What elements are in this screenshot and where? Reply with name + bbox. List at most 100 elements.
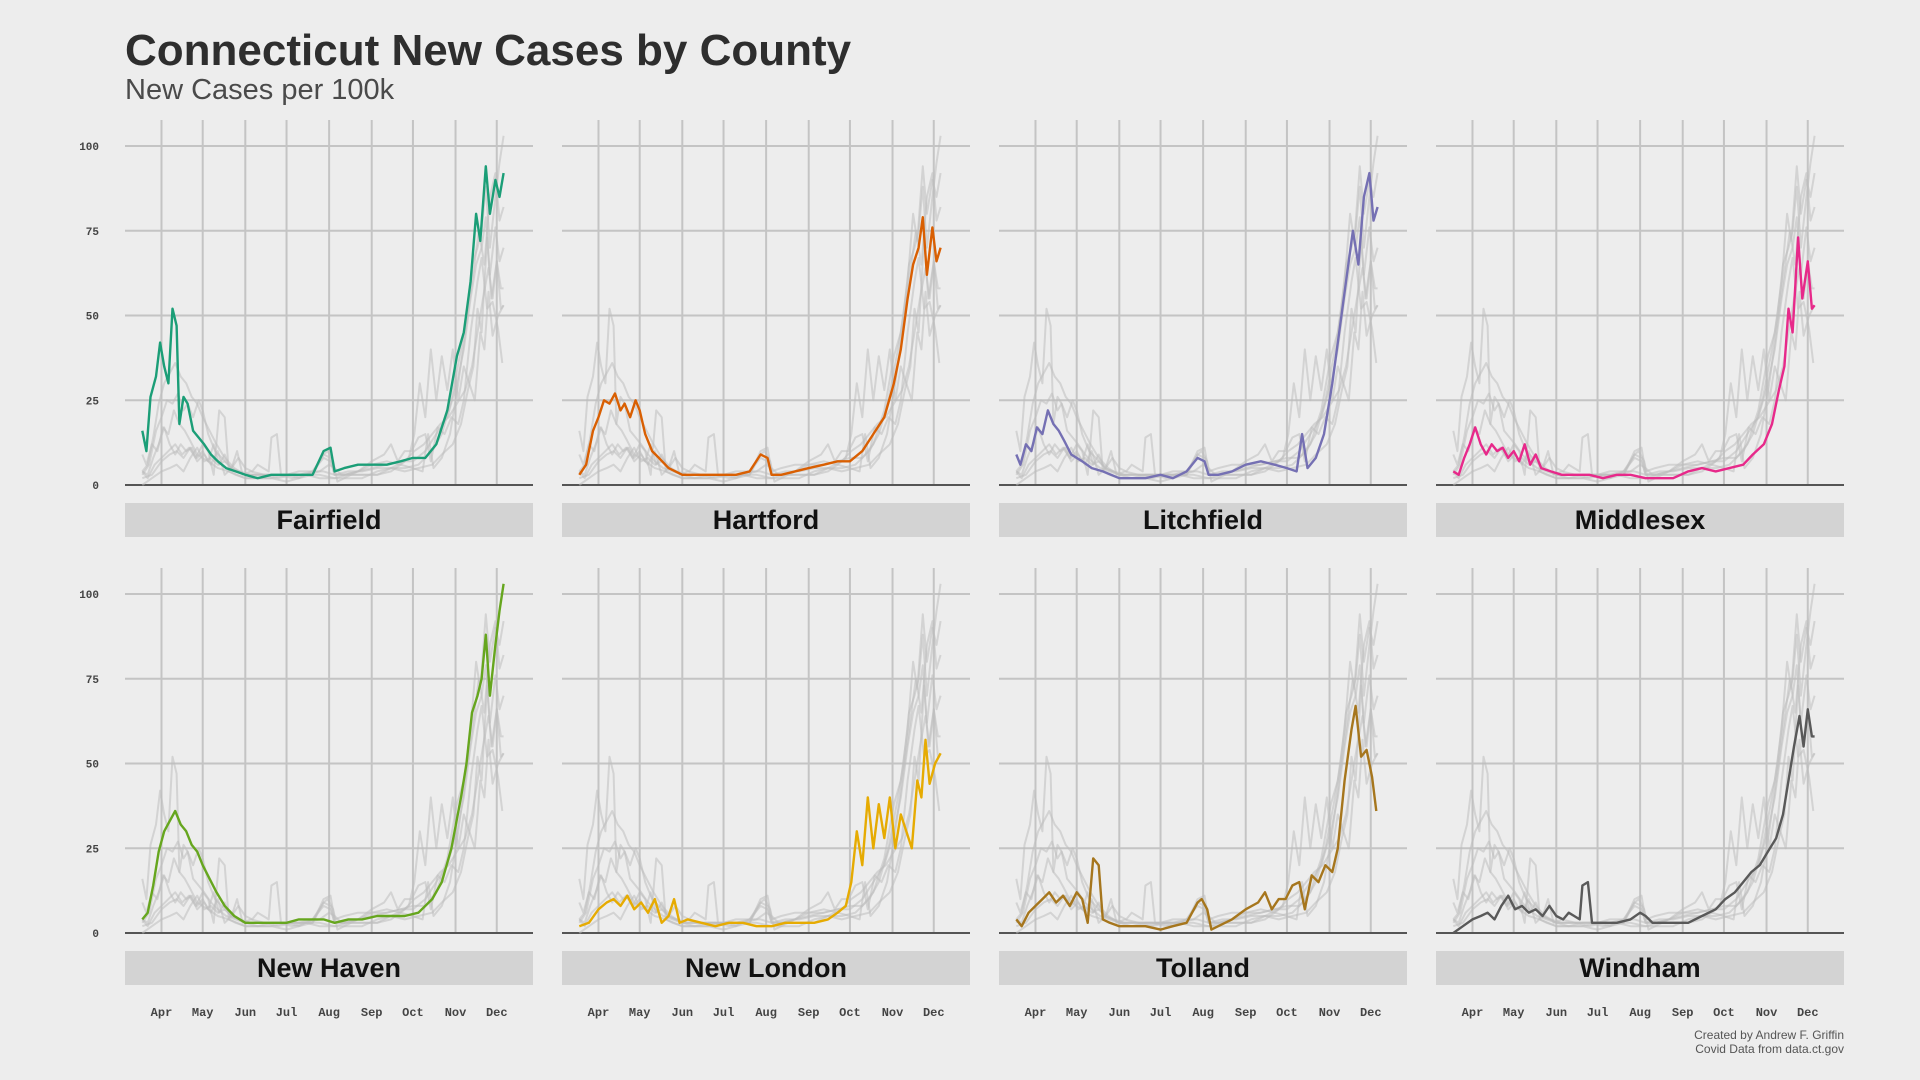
series-line-tolland bbox=[1015, 704, 1378, 931]
series-line-fairfield bbox=[141, 165, 505, 480]
facet-label: Fairfield bbox=[276, 505, 381, 535]
chart-subtitle: New Cases per 100k bbox=[125, 74, 395, 106]
y-tick-label: 50 bbox=[86, 760, 99, 772]
background-series-windham bbox=[578, 708, 941, 934]
background-series-new-haven bbox=[1452, 135, 1816, 476]
background-series-litchfield bbox=[141, 172, 505, 480]
caption-source: Covid Data from data.ct.gov bbox=[1695, 1042, 1844, 1056]
facet-strip bbox=[562, 503, 970, 537]
background-series-new-haven bbox=[578, 583, 942, 924]
background-series-fairfield bbox=[1452, 613, 1816, 928]
facet-label: Windham bbox=[1579, 953, 1700, 983]
background-series-windham bbox=[1452, 260, 1815, 486]
facet-strip bbox=[1436, 951, 1844, 985]
x-tick-label: Apr bbox=[1462, 1006, 1484, 1020]
y-tick-label: 25 bbox=[86, 396, 100, 408]
x-tick-label: Jul bbox=[1587, 1006, 1609, 1020]
x-tick-label: Oct bbox=[402, 1006, 424, 1020]
facet-strip bbox=[125, 951, 533, 985]
series-line-litchfield bbox=[1015, 171, 1379, 480]
facet-strip bbox=[999, 951, 1407, 985]
series-line-hartford bbox=[578, 216, 942, 476]
y-tick-label: 25 bbox=[86, 844, 100, 856]
background-series-litchfield bbox=[1452, 620, 1816, 928]
background-series-litchfield bbox=[578, 172, 942, 480]
panel-tolland: Tolland Apr May Jun Jul Aug Sep Oct Nov Dec bbox=[999, 568, 1407, 1020]
x-tick-label: Jun bbox=[1109, 1006, 1131, 1020]
x-tick-label: Jun bbox=[235, 1006, 257, 1020]
background-series-middlesex bbox=[141, 236, 505, 480]
background-series-new-haven bbox=[1015, 583, 1379, 924]
facet-strip bbox=[1436, 503, 1844, 537]
panel-litchfield: Litchfield bbox=[999, 120, 1407, 537]
y-tick-label: 100 bbox=[79, 142, 99, 154]
background-series-middlesex bbox=[1015, 236, 1379, 480]
x-tick-label: Sep bbox=[361, 1006, 383, 1020]
background-series-fairfield bbox=[141, 613, 505, 928]
background-series-tolland bbox=[578, 256, 941, 483]
series-line-middlesex bbox=[1452, 236, 1816, 480]
facet-label: Middlesex bbox=[1575, 505, 1706, 535]
caption-credit: Created by Andrew F. Griffin bbox=[1694, 1028, 1844, 1042]
x-tick-label: Apr bbox=[588, 1006, 610, 1020]
x-tick-label: Apr bbox=[151, 1006, 173, 1020]
panel-windham: Windham Apr May Jun Jul Aug Sep Oct Nov Dec bbox=[1436, 568, 1844, 1020]
y-tick-label: 100 bbox=[79, 590, 99, 602]
x-tick-label: Jun bbox=[1546, 1006, 1568, 1020]
background-series-litchfield bbox=[578, 620, 942, 928]
x-tick-label: Nov bbox=[445, 1006, 467, 1020]
y-tick-label: 0 bbox=[92, 929, 99, 941]
x-tick-label: Jul bbox=[713, 1006, 735, 1020]
y-tick-label: 75 bbox=[86, 675, 100, 687]
y-tick-label: 0 bbox=[92, 481, 99, 493]
x-tick-label: Nov bbox=[1319, 1006, 1341, 1020]
facet-label: Litchfield bbox=[1143, 505, 1263, 535]
background-series-new-haven bbox=[1452, 583, 1816, 924]
series-line-windham bbox=[1452, 708, 1815, 934]
x-tick-label: Aug bbox=[755, 1006, 777, 1020]
panel-new-london: New London Apr May Jun Jul Aug Sep Oct Nov Dec bbox=[562, 568, 970, 1020]
facet-label: Hartford bbox=[713, 505, 820, 535]
background-series-windham bbox=[141, 708, 504, 934]
background-series-fairfield bbox=[578, 165, 942, 480]
background-series-litchfield bbox=[1452, 172, 1816, 480]
background-series-middlesex bbox=[1452, 684, 1816, 928]
facet-label: New London bbox=[685, 953, 847, 983]
x-tick-label: Aug bbox=[1192, 1006, 1214, 1020]
background-series-middlesex bbox=[578, 684, 942, 928]
x-tick-label: Dec bbox=[1360, 1006, 1382, 1020]
facet-label: New Haven bbox=[257, 953, 401, 983]
background-series-fairfield bbox=[1452, 165, 1816, 480]
x-tick-label: May bbox=[192, 1006, 214, 1020]
background-series-tolland bbox=[1452, 256, 1815, 483]
x-tick-label: Aug bbox=[1629, 1006, 1651, 1020]
x-tick-label: May bbox=[1066, 1006, 1088, 1020]
background-series-tolland bbox=[1015, 256, 1378, 483]
series-line-new-london bbox=[578, 738, 942, 928]
x-tick-label: Oct bbox=[1276, 1006, 1298, 1020]
panel-new-haven: 0 25 50 75 100 New Haven Apr May Jun Jul Aug Sep Oct… bbox=[79, 568, 533, 1020]
panel-fairfield: 0 25 50 75 100 Fairfield bbox=[79, 120, 533, 537]
x-tick-label: Aug bbox=[318, 1006, 340, 1020]
y-tick-label: 75 bbox=[86, 227, 100, 239]
x-tick-label: Apr bbox=[1025, 1006, 1047, 1020]
x-tick-label: Sep bbox=[1235, 1006, 1257, 1020]
background-series-tolland bbox=[1452, 704, 1815, 931]
series-line-new-haven bbox=[141, 583, 505, 924]
x-tick-label: Dec bbox=[486, 1006, 508, 1020]
background-series-windham bbox=[578, 260, 941, 486]
background-series-middlesex bbox=[578, 236, 942, 480]
x-tick-label: May bbox=[1503, 1006, 1525, 1020]
x-tick-label: Oct bbox=[839, 1006, 861, 1020]
panel-middlesex: Middlesex bbox=[1436, 120, 1844, 537]
background-series-middlesex bbox=[1015, 684, 1379, 928]
background-series-fairfield bbox=[1015, 613, 1379, 928]
background-series-fairfield bbox=[578, 613, 942, 928]
x-tick-label: Jul bbox=[1150, 1006, 1172, 1020]
chart-title: Connecticut New Cases by County bbox=[125, 26, 852, 75]
background-series-litchfield bbox=[1015, 620, 1379, 928]
x-tick-label: Jul bbox=[276, 1006, 298, 1020]
x-tick-label: Nov bbox=[882, 1006, 904, 1020]
x-tick-label: Dec bbox=[1797, 1006, 1819, 1020]
